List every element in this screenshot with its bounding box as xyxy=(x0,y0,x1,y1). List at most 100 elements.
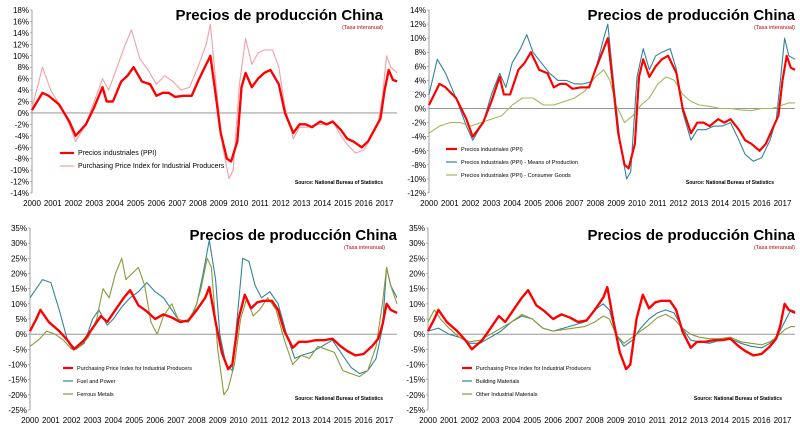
x-tick-label: 2002 xyxy=(461,416,479,425)
x-tick-label: 2008 xyxy=(189,199,207,208)
chart-subtitle: (Tasa interanual) xyxy=(344,245,385,251)
x-tick-label: 2001 xyxy=(42,416,60,425)
y-tick-label: -20% xyxy=(8,391,27,400)
y-tick-label: 18% xyxy=(13,6,29,15)
y-tick-label: -12% xyxy=(10,178,29,187)
legend-label: Other Industrial Materials xyxy=(476,392,538,398)
y-tick-label: 6% xyxy=(17,75,29,84)
x-tick-label: 2004 xyxy=(503,199,521,208)
x-tick-label: 2008 xyxy=(586,199,604,208)
y-tick-label: 25% xyxy=(11,254,27,263)
x-tick-label: 2000 xyxy=(23,199,41,208)
legend-label: Purchasing Price Index for Industrial Pr… xyxy=(77,366,192,372)
y-tick-label: 6% xyxy=(414,62,426,71)
legend-label: Precios industriales (PPI) xyxy=(78,150,157,157)
x-tick-label: 2011 xyxy=(251,416,269,425)
y-tick-label: -20% xyxy=(406,391,425,400)
x-tick-label: 2011 xyxy=(252,199,270,208)
y-tick-label: -5% xyxy=(13,345,27,354)
chart-title: Precios de producción China xyxy=(189,227,397,244)
y-tick-label: -4% xyxy=(15,132,29,141)
x-tick-label: 2003 xyxy=(84,416,102,425)
x-tick-label: 2016 xyxy=(753,416,771,425)
x-tick-label: 2008 xyxy=(188,416,206,425)
y-tick-label: -10% xyxy=(10,166,29,175)
series-line-primary xyxy=(29,286,398,371)
x-tick-label: 2001 xyxy=(44,199,62,208)
series-line-primary xyxy=(31,54,398,163)
chart-title: Precios de producción China xyxy=(587,227,795,244)
y-tick-label: -6% xyxy=(412,147,426,156)
y-tick-label: 2% xyxy=(414,90,426,99)
y-tick-label: 15% xyxy=(11,285,27,294)
x-tick-label: 2007 xyxy=(566,199,584,208)
x-tick-label: 2011 xyxy=(649,416,667,425)
x-tick-label: 2001 xyxy=(440,416,458,425)
y-tick-label: 0% xyxy=(413,330,425,339)
y-tick-label: -25% xyxy=(406,406,425,415)
x-tick-label: 2007 xyxy=(168,199,186,208)
x-tick-label: 2004 xyxy=(106,199,124,208)
y-tick-label: -25% xyxy=(8,406,27,415)
x-tick-label: 2014 xyxy=(313,199,331,208)
series-line xyxy=(428,69,795,134)
y-tick-label: -8% xyxy=(15,155,29,164)
y-tick-label: 8% xyxy=(414,48,426,57)
y-tick-label: 14% xyxy=(13,29,29,38)
series-line xyxy=(31,23,398,180)
legend-label: Ferrous Metals xyxy=(77,392,114,398)
x-tick-label: 2012 xyxy=(670,199,688,208)
x-tick-label: 2005 xyxy=(127,199,145,208)
y-tick-label: 10% xyxy=(11,300,27,309)
x-tick-label: 2013 xyxy=(292,416,310,425)
series-line xyxy=(29,257,398,396)
y-tick-label: 5% xyxy=(15,315,27,324)
y-tick-label: -5% xyxy=(411,345,425,354)
x-tick-label: 2017 xyxy=(376,199,394,208)
y-tick-label: 14% xyxy=(410,6,426,15)
x-tick-label: 2012 xyxy=(271,416,289,425)
legend-label: Purchasing Price Index for Industrial Pr… xyxy=(78,163,225,170)
x-tick-label: 2005 xyxy=(125,416,143,425)
chart-subtitle: (Tasa interanual) xyxy=(754,25,795,31)
y-tick-label: 25% xyxy=(409,254,425,263)
x-tick-label: 2014 xyxy=(711,416,729,425)
chart-subtitle: (Tasa interanual) xyxy=(754,245,795,251)
x-tick-label: 2006 xyxy=(148,199,166,208)
x-tick-label: 2010 xyxy=(230,199,248,208)
legend-label: Fuel and Power xyxy=(77,379,116,385)
x-tick-label: 2006 xyxy=(544,416,562,425)
x-tick-label: 2010 xyxy=(628,416,646,425)
x-tick-label: 2000 xyxy=(21,416,39,425)
y-tick-label: -15% xyxy=(406,376,425,385)
y-tick-label: 2% xyxy=(17,98,29,107)
y-tick-label: 35% xyxy=(11,224,27,233)
x-tick-label: 2016 xyxy=(355,416,373,425)
y-tick-label: -14% xyxy=(10,189,29,198)
y-tick-label: -2% xyxy=(412,119,426,128)
source-note: Source: National Bureau of Statistics xyxy=(686,180,774,186)
y-tick-label: -4% xyxy=(412,133,426,142)
y-tick-label: 30% xyxy=(409,239,425,248)
y-tick-label: 0% xyxy=(414,105,426,114)
x-tick-label: 2012 xyxy=(272,199,290,208)
chart-title: Precios de producción China xyxy=(587,7,795,24)
x-tick-label: 2014 xyxy=(313,416,331,425)
series-line xyxy=(29,239,398,375)
x-tick-label: 2007 xyxy=(565,416,583,425)
legend-label: Purchasing Price Index for Industrial Pr… xyxy=(476,366,591,372)
y-tick-label: 10% xyxy=(410,34,426,43)
y-tick-label: -6% xyxy=(15,143,29,152)
chart-subtitle: (Tasa interanual) xyxy=(342,25,383,31)
x-tick-label: 2016 xyxy=(753,199,771,208)
chart-title: Precios de producción China xyxy=(175,7,383,24)
x-tick-label: 2013 xyxy=(690,416,708,425)
y-tick-label: 20% xyxy=(409,270,425,279)
x-tick-label: 2017 xyxy=(376,416,394,425)
x-tick-label: 2009 xyxy=(210,199,228,208)
x-tick-label: 2016 xyxy=(355,199,373,208)
series-line xyxy=(427,303,796,349)
source-note: Source: National Bureau of Statistics xyxy=(295,180,383,186)
legend-label: Precios industriales (PPI) - Consumer Go… xyxy=(461,173,571,179)
x-tick-label: 2006 xyxy=(146,416,164,425)
